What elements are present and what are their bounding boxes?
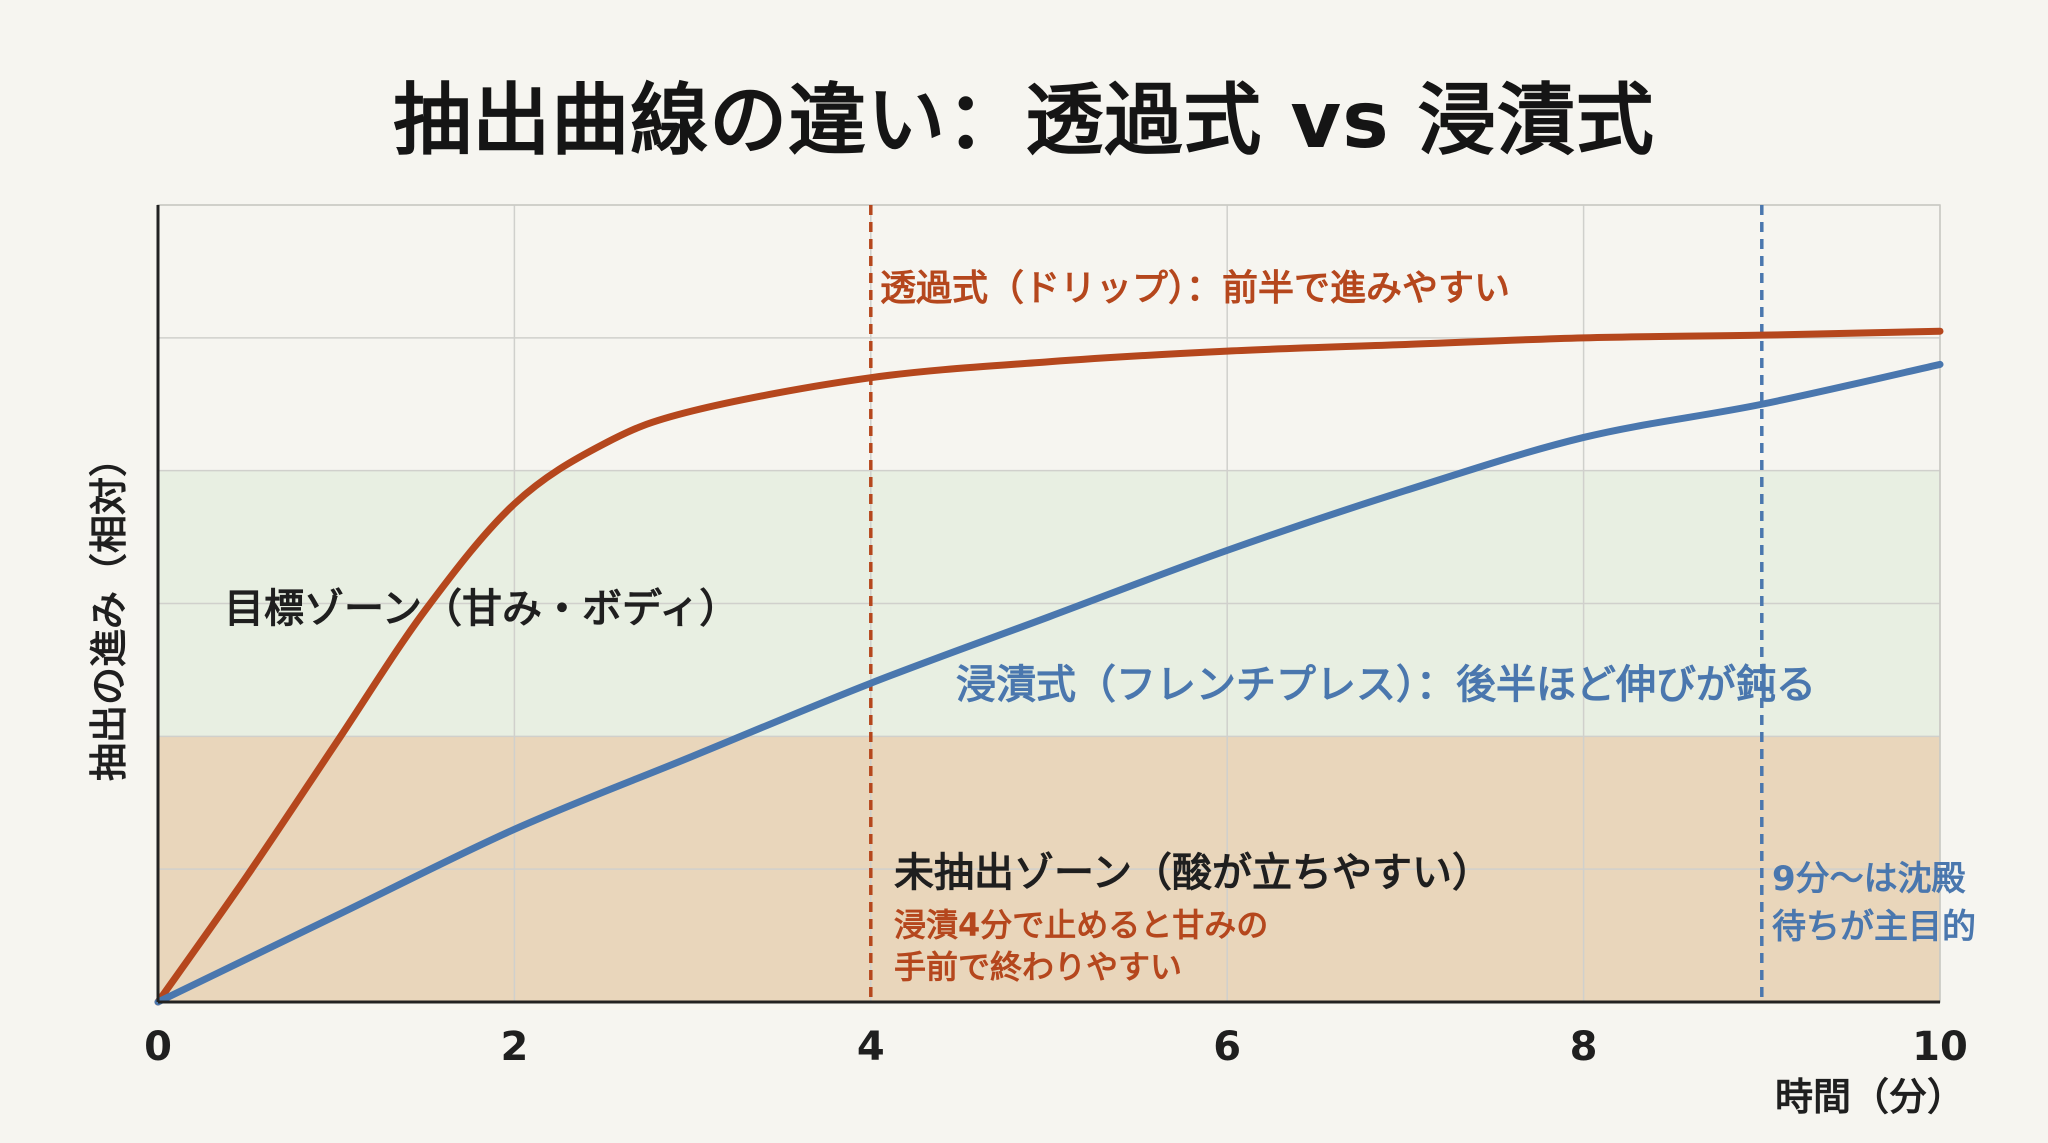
drip-series-line	[154, 327, 1944, 1006]
immersion-annotation: 浸漬式（フレンチプレス）：後半ほど伸びが鈍る	[956, 662, 1816, 708]
immersion-stop-note-line2: 手前で終わりやすい	[894, 948, 1182, 986]
x-tick-label: 0	[144, 1024, 172, 1070]
x-tick-label: 2	[500, 1024, 528, 1070]
under-zone-label: 未抽出ゾーン（酸が立ちやすい）	[894, 850, 1492, 896]
x-tick-label: 6	[1213, 1024, 1241, 1070]
vertical-markers	[869, 205, 1764, 1002]
immersion-stop-note-line1: 浸漬4分で止めると甘みの	[894, 906, 1268, 944]
x-axis-label: 時間（分）	[1775, 1075, 1965, 1119]
target-zone-label: 目標ゾーン（甘み・ボディ）	[224, 586, 739, 632]
chart-title: 抽出曲線の違い：透過式 vs 浸漬式	[393, 76, 1655, 166]
y-axis-label: 抽出の進み（相対）	[87, 439, 131, 781]
settle-note-line1: 9分〜は沈殿	[1772, 859, 1966, 899]
immersion-series-line	[154, 360, 1944, 1006]
axes	[156, 205, 1940, 1004]
drip-annotation: 透過式（ドリップ）：前半で進みやすい	[880, 268, 1510, 309]
settle-note-line2: 待ちが主目的	[1772, 907, 1976, 947]
series-lines	[154, 327, 1944, 1006]
x-tick-label: 8	[1570, 1024, 1598, 1070]
x-tick-label: 4	[857, 1024, 885, 1070]
x-tick-labels: 0 2 4 6 8 10	[144, 1024, 1968, 1070]
x-tick-label: 10	[1912, 1024, 1968, 1070]
